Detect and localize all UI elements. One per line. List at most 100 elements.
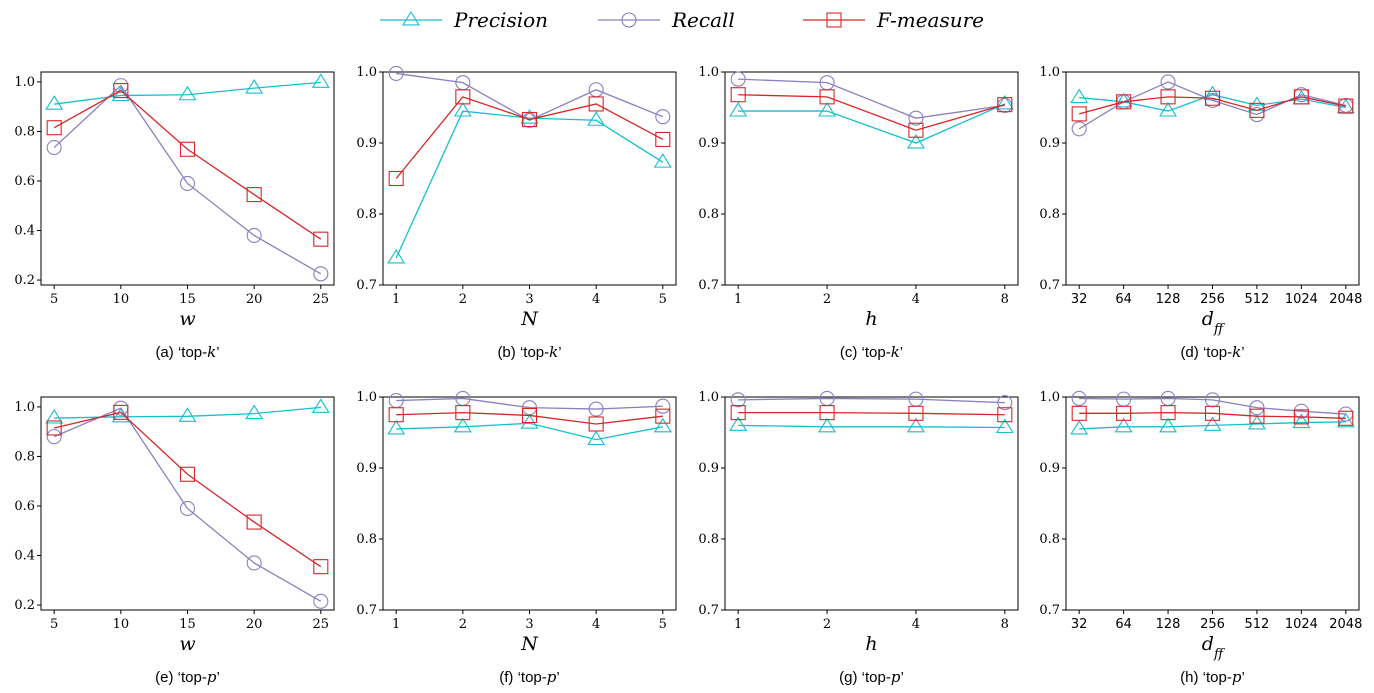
series-line-precision — [738, 424, 1005, 429]
data-point-precision — [387, 419, 406, 435]
x-tick-label: 1 — [392, 292, 400, 307]
x-tick-label: 8 — [1001, 292, 1009, 307]
data-point-recall — [1249, 400, 1265, 416]
data-point-precision — [245, 79, 264, 94]
data-point-recall — [246, 555, 262, 571]
data-point-f-measure — [997, 97, 1013, 113]
data-point-f-measure — [908, 405, 924, 421]
x-axis-label: w — [179, 633, 195, 655]
data-point-f-measure — [521, 407, 538, 424]
data-point-f-measure — [1204, 405, 1221, 421]
x-tick-label: 5 — [659, 617, 667, 632]
data-point-recall — [588, 401, 604, 417]
panels: 0.20.40.60.81.05 10 15 20 25w(a) ‘top-k’0.70… — [14, 65, 1362, 686]
data-point-precision — [178, 407, 197, 422]
data-point-f-measure — [1293, 409, 1309, 425]
panel-caption: (b) ‘top-k’ — [497, 343, 561, 361]
y-tick-label: 1.0 — [14, 400, 35, 415]
data-point-f-measure — [46, 420, 62, 436]
series-line-f-measure — [1079, 96, 1346, 115]
data-point-f-measure — [997, 407, 1013, 423]
y-tick-label: 1.0 — [1039, 65, 1060, 80]
data-point-f-measure — [46, 120, 62, 136]
data-point-precision — [1114, 417, 1133, 433]
data-point-f-measure — [1116, 405, 1132, 421]
y-tick-label: 0.8 — [698, 207, 719, 222]
x-tick-label: 2 — [459, 617, 467, 632]
series-line-recall — [738, 397, 1005, 404]
data-point-precision — [587, 430, 606, 446]
x-tick-label: 3 — [525, 292, 533, 307]
data-point-f-measure — [246, 187, 262, 203]
series-line-precision — [738, 103, 1006, 144]
y-tick-label: 0.2 — [14, 598, 35, 613]
data-point-recall — [313, 593, 329, 609]
series-line-precision — [395, 110, 664, 259]
series-line-recall — [396, 72, 664, 122]
y-tick-label: 0.4 — [14, 224, 35, 239]
series-line-recall — [53, 84, 322, 275]
chart-panel: 0.2 0.4 0.6 0.8 1.0 5 10 15 20 25 w (a) ‘top-k’ — [14, 71, 335, 361]
data-point-precision — [45, 95, 64, 110]
x-tick-label: 2048 — [1329, 292, 1362, 307]
data-point-precision — [1247, 414, 1266, 430]
data-point-precision — [520, 414, 539, 429]
y-tick-label: 0.9 — [356, 136, 377, 151]
series-line-f-measure — [738, 411, 1005, 416]
data-point-recall — [730, 71, 746, 87]
data-point-precision — [653, 153, 672, 168]
data-point-precision — [818, 102, 837, 117]
data-point-f-measure — [1160, 89, 1176, 105]
x-tick-label: 128 — [1156, 617, 1181, 632]
x-tick-label: 512 — [1245, 617, 1270, 632]
data-point-precision — [520, 109, 539, 124]
y-tick-label: 0.8 — [356, 207, 377, 222]
chart-panel: 0.7 0.8 0.9 1.0 32 64 128 256 512 1024 2048 dff (d) … — [1039, 65, 1362, 361]
x-axis-label: N — [520, 633, 539, 655]
data-point-precision — [45, 409, 64, 424]
y-tick-label: 0.7 — [698, 278, 719, 293]
data-point-precision — [587, 111, 606, 126]
data-point-f-measure — [655, 131, 671, 147]
plot-frame — [382, 396, 677, 611]
data-point-precision — [453, 102, 472, 117]
data-point-f-measure — [246, 514, 262, 530]
data-point-precision — [818, 417, 837, 433]
data-point-recall — [655, 398, 671, 414]
legend-marker-circle — [621, 12, 637, 28]
data-point-f-measure — [313, 559, 329, 575]
x-tick-label: 512 — [1245, 292, 1270, 307]
data-point-precision — [995, 94, 1014, 110]
y-tick-label: 0.4 — [14, 549, 35, 564]
legend-label: Recall — [671, 8, 735, 32]
data-point-recall — [1071, 121, 1087, 137]
plot-frame — [724, 396, 1019, 611]
x-tick-label: 10 — [113, 617, 130, 632]
data-point-recall — [179, 500, 196, 517]
series-line-precision — [54, 81, 321, 105]
data-point-recall — [1160, 74, 1176, 90]
x-tick-label: 1 — [734, 292, 742, 307]
data-point-precision — [453, 417, 472, 433]
x-tick-label: 64 — [1115, 292, 1132, 307]
x-axis-label: h — [865, 633, 877, 655]
x-tick-label: 20 — [246, 292, 263, 307]
data-point-precision — [995, 418, 1014, 434]
series-line-f-measure — [738, 94, 1005, 131]
series-line-precision — [1079, 421, 1346, 430]
y-tick-label: 0.7 — [1039, 603, 1060, 618]
panel-caption: (d) ‘top-k’ — [1180, 343, 1244, 361]
y-tick-label: 0.2 — [14, 273, 35, 288]
x-tick-label: 2 — [459, 292, 467, 307]
data-point-precision — [311, 73, 330, 88]
data-point-f-measure — [1249, 102, 1265, 118]
chart-panel: 0.2 0.4 0.6 0.8 1.0 5 10 15 20 25 w (e) ‘top-p’ — [14, 396, 335, 686]
x-tick-label: 1 — [734, 617, 742, 632]
x-tick-label: 10 — [113, 292, 130, 307]
y-tick-label: 0.8 — [14, 124, 35, 139]
data-point-recall — [1071, 390, 1087, 406]
data-point-f-measure — [1338, 410, 1354, 426]
series-line-f-measure — [1079, 411, 1346, 419]
x-tick-label: 4 — [912, 292, 920, 307]
